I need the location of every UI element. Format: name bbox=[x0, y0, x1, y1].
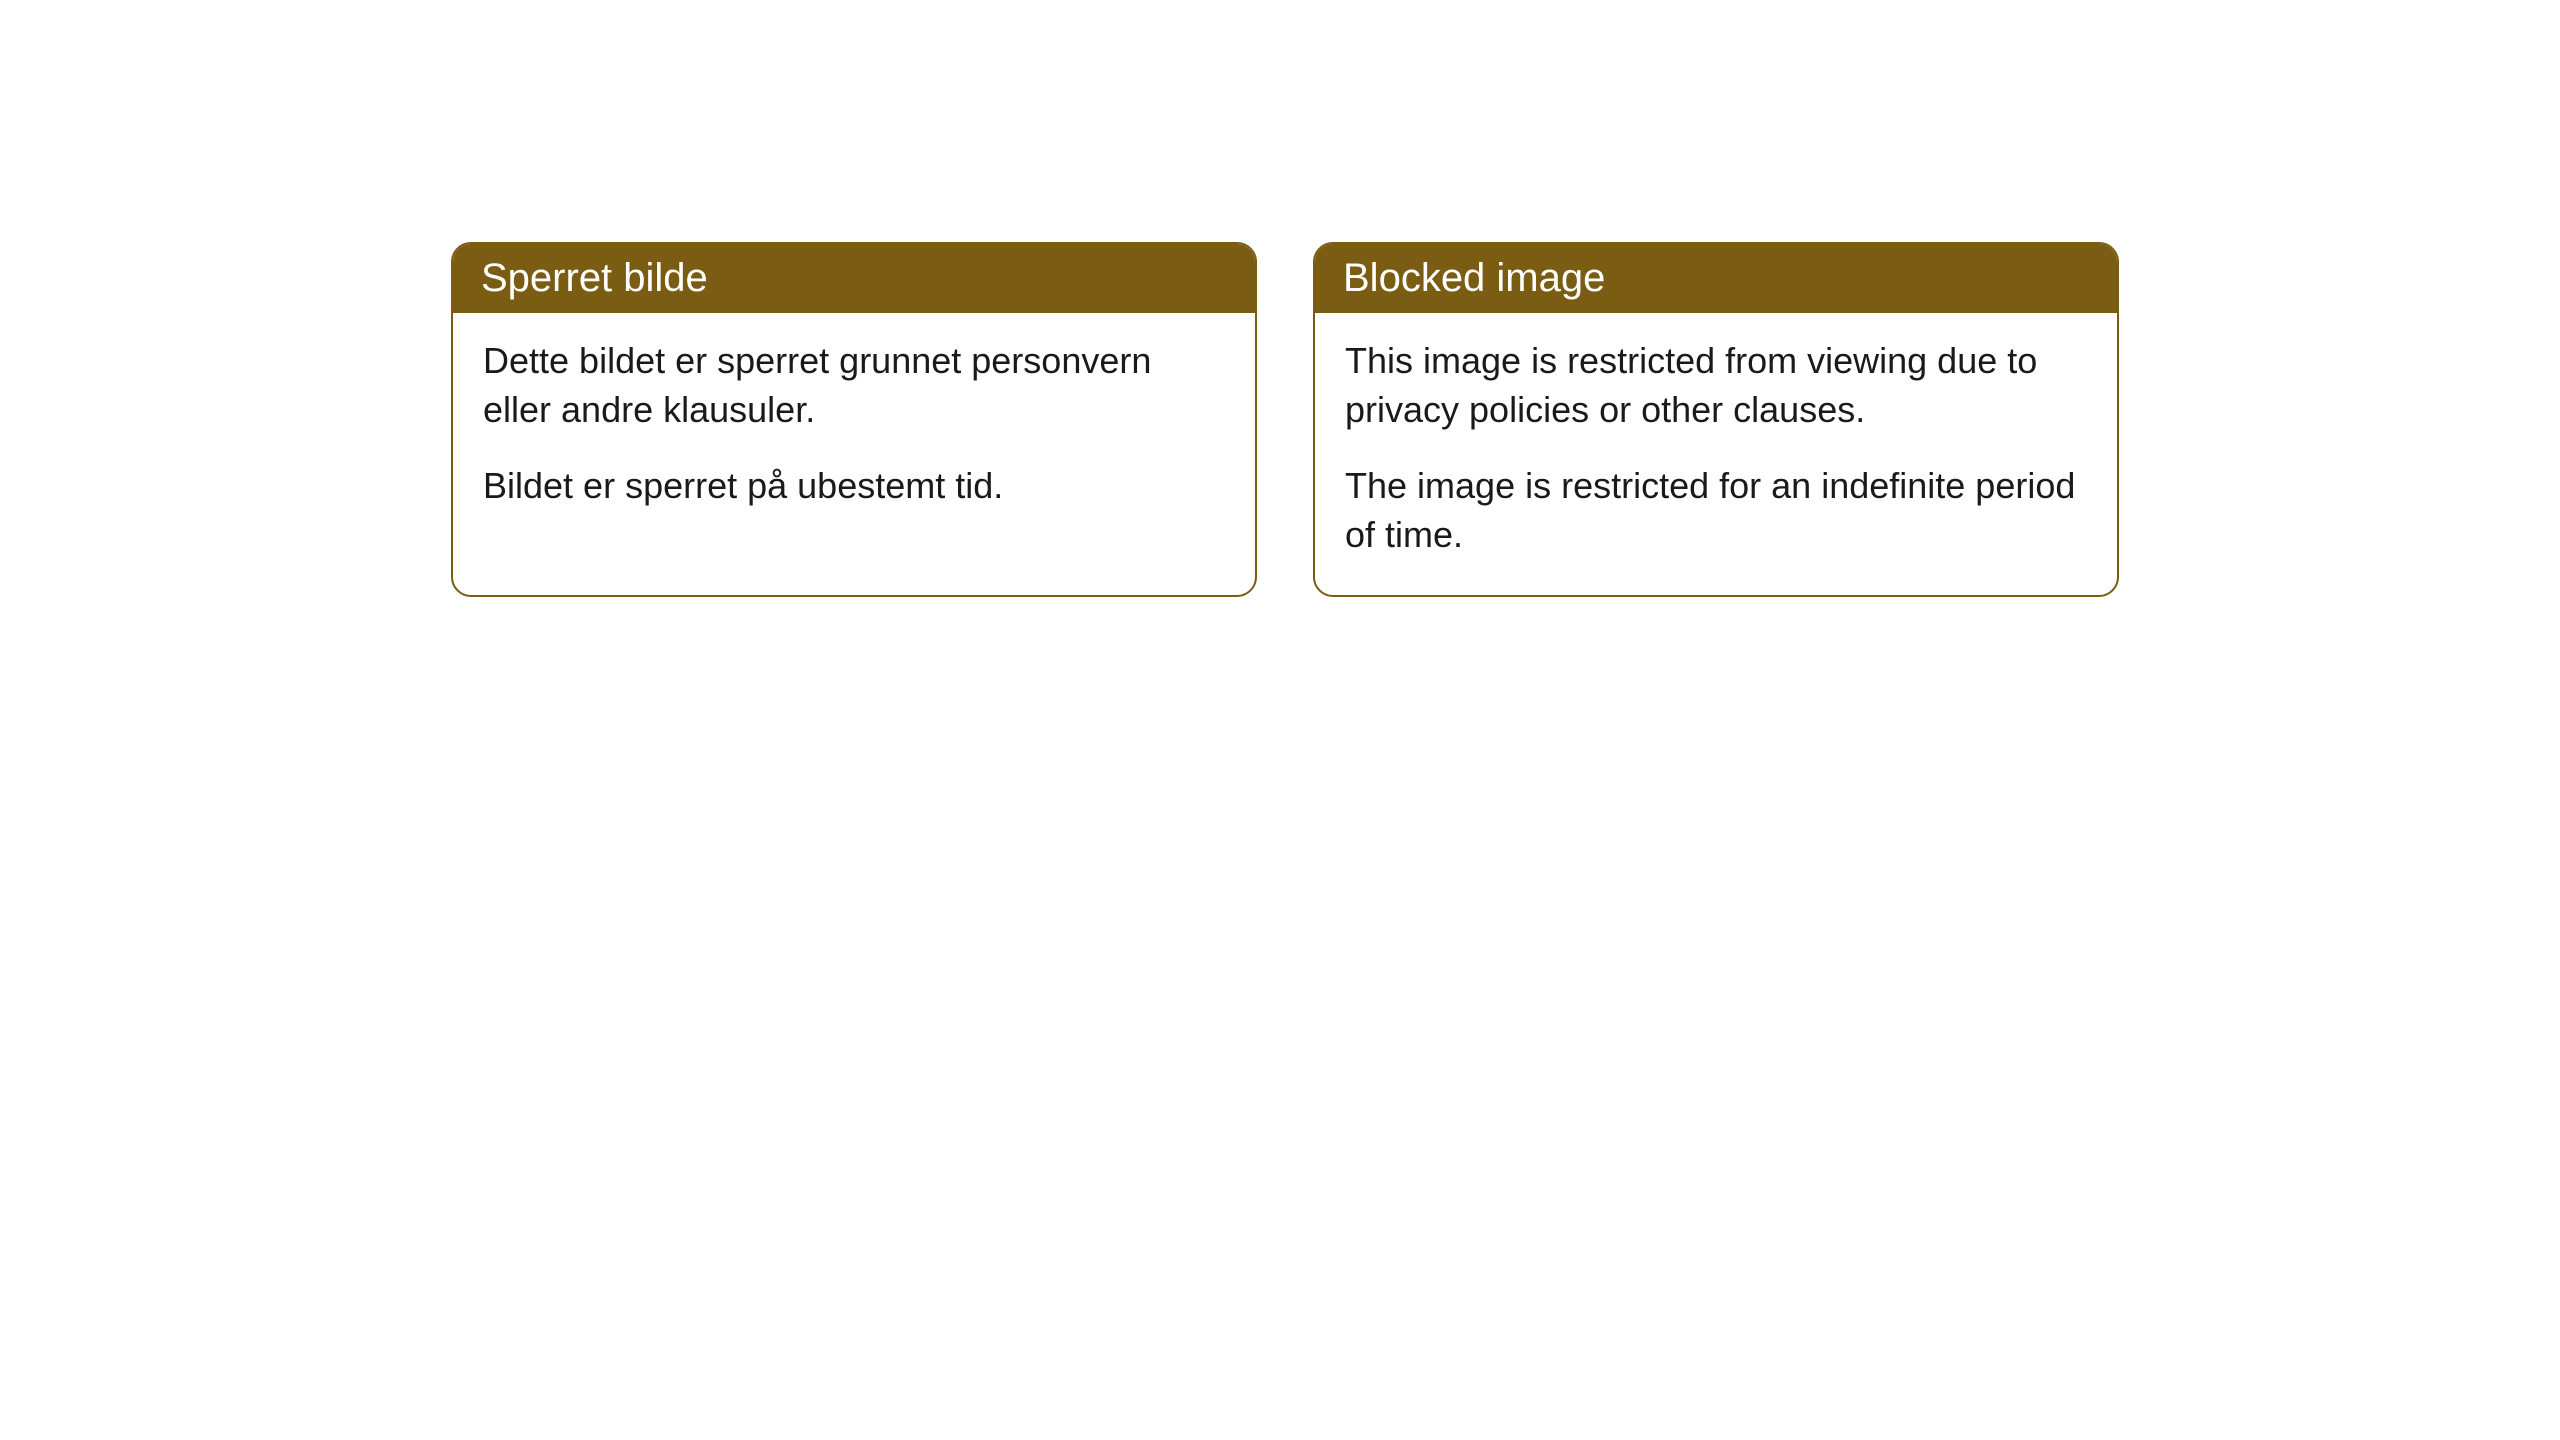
card-header: Blocked image bbox=[1315, 244, 2117, 313]
card-title: Sperret bilde bbox=[481, 256, 708, 300]
card-paragraph: Dette bildet er sperret grunnet personve… bbox=[483, 337, 1225, 434]
card-title: Blocked image bbox=[1343, 256, 1605, 300]
card-paragraph: Bildet er sperret på ubestemt tid. bbox=[483, 462, 1225, 511]
card-body: Dette bildet er sperret grunnet personve… bbox=[453, 313, 1255, 547]
card-body: This image is restricted from viewing du… bbox=[1315, 313, 2117, 595]
notice-card-english: Blocked image This image is restricted f… bbox=[1313, 242, 2119, 597]
notice-cards-container: Sperret bilde Dette bildet er sperret gr… bbox=[451, 242, 2119, 597]
card-paragraph: The image is restricted for an indefinit… bbox=[1345, 462, 2087, 559]
notice-card-norwegian: Sperret bilde Dette bildet er sperret gr… bbox=[451, 242, 1257, 597]
card-header: Sperret bilde bbox=[453, 244, 1255, 313]
card-paragraph: This image is restricted from viewing du… bbox=[1345, 337, 2087, 434]
